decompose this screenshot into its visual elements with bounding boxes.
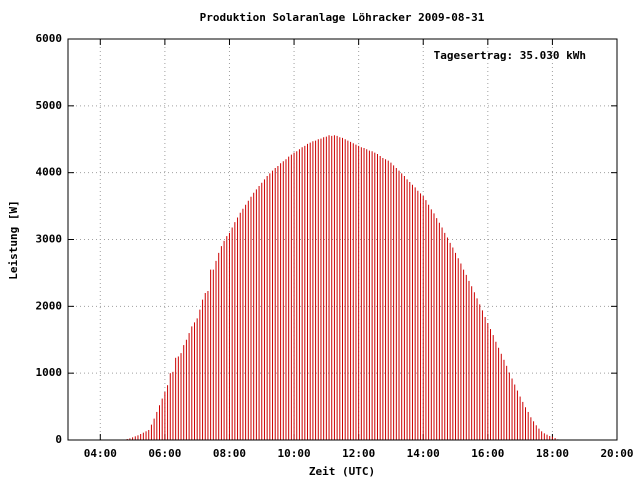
y-axis-label: Leistung [W] [7,200,20,279]
y-tick-label: 6000 [36,32,63,45]
y-tick-label: 4000 [36,166,63,179]
y-tick-label: 2000 [36,299,63,312]
x-tick-label: 14:00 [407,447,440,460]
plot-area: 0 1000 2000 3000 4000 5000 6000 04:00 06:00 08:00… [36,32,634,460]
x-tick-label: 06:00 [148,447,181,460]
x-tick-label: 10:00 [277,447,310,460]
x-tick-label: 16:00 [471,447,504,460]
y-tick-label: 1000 [36,366,63,379]
y-tick-label: 0 [55,433,62,446]
x-tick-label: 04:00 [84,447,117,460]
annotation: Tagesertrag: 35.030 kWh [434,49,586,62]
y-tick-label: 5000 [36,99,63,112]
chart-title: Produktion Solaranlage Löhracker 2009-08… [200,11,485,24]
x-axis-label: Zeit (UTC) [309,465,375,478]
plot-frame [67,38,618,441]
x-tick-label: 18:00 [536,447,569,460]
x-tick-label: 12:00 [342,447,375,460]
x-tick-label: 20:00 [600,447,633,460]
x-tick-label: 08:00 [213,447,246,460]
y-tick-label: 3000 [36,233,63,246]
